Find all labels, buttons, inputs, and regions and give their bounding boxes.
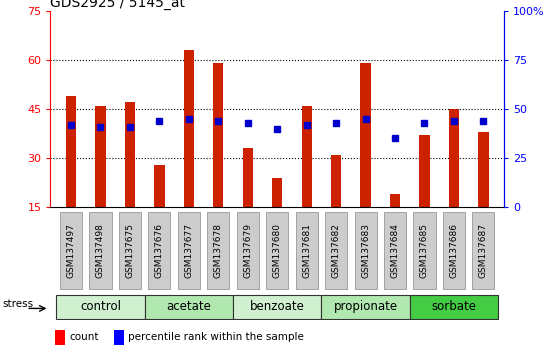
Text: count: count [69, 332, 99, 342]
Text: GSM137678: GSM137678 [214, 223, 223, 278]
FancyBboxPatch shape [90, 212, 111, 289]
Text: GSM137682: GSM137682 [332, 223, 340, 278]
FancyBboxPatch shape [354, 212, 377, 289]
FancyBboxPatch shape [384, 212, 406, 289]
Text: propionate: propionate [334, 300, 398, 313]
Bar [449, 109, 459, 207]
FancyBboxPatch shape [57, 295, 144, 319]
Bar [390, 194, 400, 207]
FancyBboxPatch shape [237, 212, 259, 289]
FancyBboxPatch shape [60, 212, 82, 289]
Text: GSM137497: GSM137497 [67, 223, 76, 278]
FancyBboxPatch shape [233, 295, 321, 319]
Bar [331, 155, 341, 207]
Text: stress: stress [2, 299, 34, 309]
Bar [478, 132, 488, 207]
FancyBboxPatch shape [410, 295, 498, 319]
FancyBboxPatch shape [321, 295, 410, 319]
Bar [272, 178, 282, 207]
FancyBboxPatch shape [119, 212, 141, 289]
Text: GSM137683: GSM137683 [361, 223, 370, 278]
Text: GSM137687: GSM137687 [479, 223, 488, 278]
Bar [95, 105, 106, 207]
FancyBboxPatch shape [148, 212, 170, 289]
Bar [184, 50, 194, 207]
Bar [361, 63, 371, 207]
Bar [242, 148, 253, 207]
Text: GSM137681: GSM137681 [302, 223, 311, 278]
Text: control: control [80, 300, 121, 313]
Text: acetate: acetate [166, 300, 211, 313]
Bar [114, 330, 124, 345]
Bar [213, 63, 223, 207]
Text: GSM137676: GSM137676 [155, 223, 164, 278]
FancyBboxPatch shape [207, 212, 230, 289]
Text: GSM137675: GSM137675 [125, 223, 134, 278]
FancyBboxPatch shape [296, 212, 318, 289]
Bar [419, 135, 430, 207]
FancyBboxPatch shape [325, 212, 347, 289]
Bar [66, 96, 76, 207]
Text: sorbate: sorbate [431, 300, 477, 313]
Bar [154, 165, 165, 207]
Bar [55, 330, 65, 345]
Text: GSM137498: GSM137498 [96, 223, 105, 278]
Bar [125, 102, 135, 207]
FancyBboxPatch shape [413, 212, 436, 289]
Text: benzoate: benzoate [250, 300, 305, 313]
FancyBboxPatch shape [472, 212, 494, 289]
Text: GSM137684: GSM137684 [390, 223, 399, 278]
Text: GSM137685: GSM137685 [420, 223, 429, 278]
FancyBboxPatch shape [144, 295, 233, 319]
FancyBboxPatch shape [178, 212, 200, 289]
Text: GSM137680: GSM137680 [273, 223, 282, 278]
Text: GSM137677: GSM137677 [184, 223, 193, 278]
FancyBboxPatch shape [266, 212, 288, 289]
Text: percentile rank within the sample: percentile rank within the sample [128, 332, 304, 342]
Text: GDS2925 / 5145_at: GDS2925 / 5145_at [50, 0, 185, 10]
Bar [301, 105, 312, 207]
Text: GSM137679: GSM137679 [243, 223, 252, 278]
Text: GSM137686: GSM137686 [450, 223, 459, 278]
FancyBboxPatch shape [443, 212, 465, 289]
